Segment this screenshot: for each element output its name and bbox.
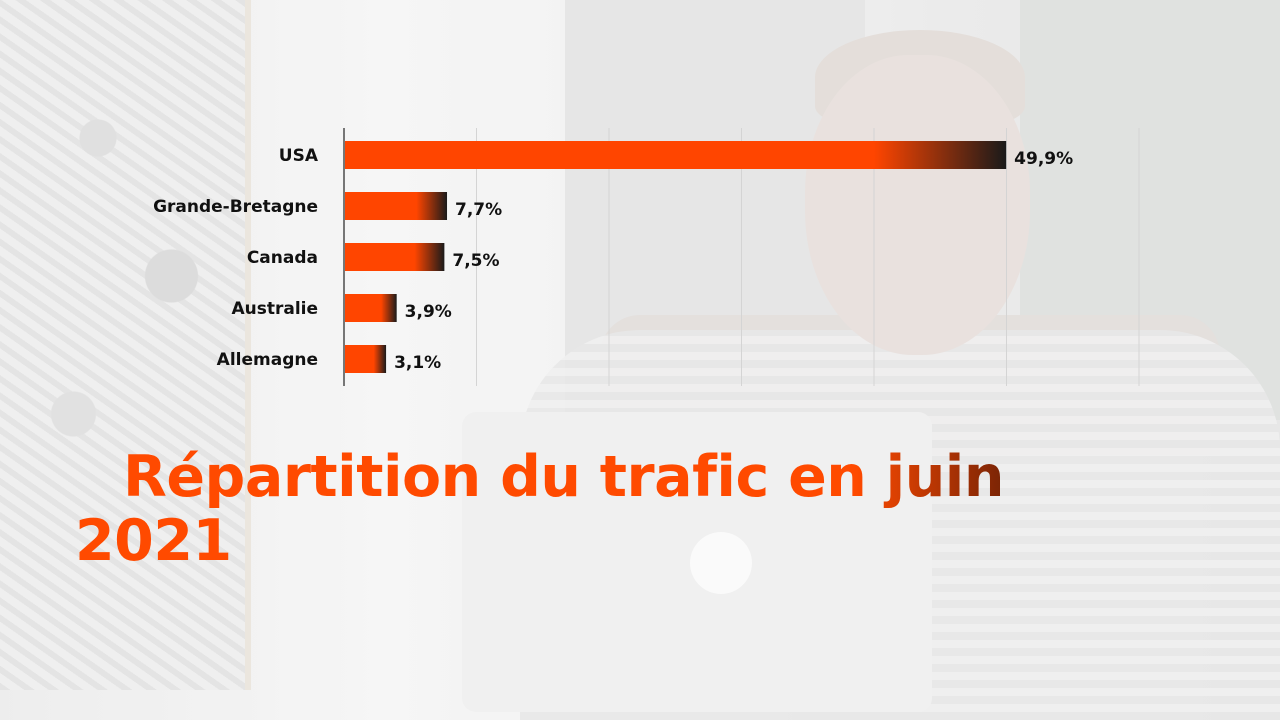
category-label: Allemagne [217,350,318,370]
category-label: USA [279,146,319,166]
wall-artwork [0,0,251,690]
category-label: Grande-Bretagne [153,197,318,217]
bar [345,294,397,322]
value-label: 49,9% [1014,149,1073,169]
value-label: 3,1% [394,353,441,373]
bar [345,345,387,373]
category-label: Canada [247,248,318,268]
bar [345,141,1007,169]
value-label: 7,5% [452,251,499,271]
category-label: Australie [231,299,318,319]
apple-logo-icon [690,532,752,594]
bar [345,192,448,220]
person-head [805,55,1030,355]
chart-bars: USA 49,9% Grande-Bretagne 7,7% Canada 7,5% Aus… [153,141,1073,373]
bar [345,243,445,271]
page-title: Répartition du trafic en juin 2021 [75,445,1075,573]
chart-gridlines [476,128,1140,386]
value-label: 3,9% [405,302,452,322]
value-label: 7,7% [455,200,502,220]
bar-chart: USA 49,9% Grande-Bretagne 7,7% Canada 7,5% Aus… [153,128,1140,386]
